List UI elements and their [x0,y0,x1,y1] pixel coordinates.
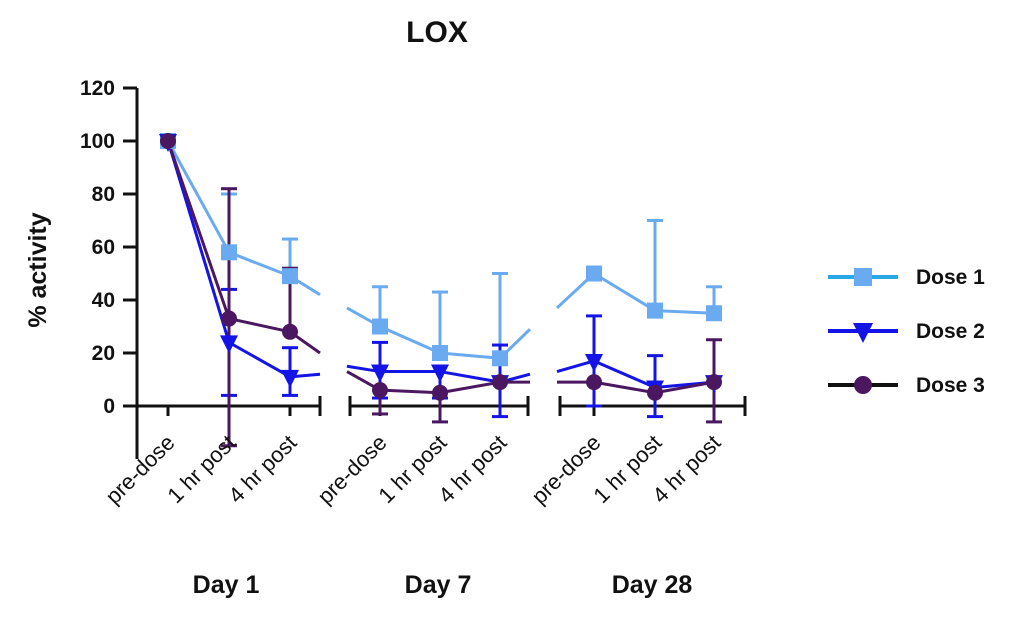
legend-marker [854,376,872,394]
data-point [647,302,663,319]
data-point [492,350,508,367]
data-point [371,364,389,383]
chart-title: LOX [406,16,468,49]
data-point [431,364,449,383]
series-markers [159,133,723,401]
data-point [586,265,602,282]
data-point [585,353,603,372]
series-line [555,272,715,315]
group-label: Day 1 [193,571,260,599]
data-point [160,133,176,149]
y-tick-label: 120 [80,77,115,100]
data-point [221,244,237,261]
series-line [166,140,321,379]
axes [123,86,747,459]
data-point [281,369,299,388]
legend-label: Dose 1 [916,266,985,289]
data-point [282,323,298,340]
legend-label: Dose 3 [916,374,985,397]
data-point [221,310,237,327]
y-tick-label: 20 [92,342,115,365]
y-axis-label: % activity [24,212,52,327]
data-point [706,374,722,391]
series-line [166,140,321,296]
data-point [220,335,238,354]
y-tick-label: 100 [80,130,115,153]
series-line [557,380,715,395]
data-point [647,384,663,401]
x-tick-label: 4 hr post [223,430,301,508]
series-line [166,140,321,355]
series-line [556,359,715,389]
legend: Dose 1 Dose 2 Dose 3 [828,266,985,397]
y-tick-label: 60 [92,236,115,259]
group-label: Day 28 [612,571,693,599]
legend-marker [853,323,873,343]
y-tick-label: 40 [92,289,115,312]
y-tick-label: 0 [103,395,115,418]
legend-label: Dose 2 [916,320,985,343]
data-point [432,345,448,361]
y-tick-label: 80 [92,183,115,206]
data-point [372,318,388,335]
data-point [372,382,388,399]
legend-marker [854,268,872,286]
data-point [492,374,508,391]
data-point [586,374,602,391]
data-point [432,384,448,401]
group-label: Day 7 [405,571,472,599]
data-point [282,268,298,285]
data-point [706,305,722,322]
